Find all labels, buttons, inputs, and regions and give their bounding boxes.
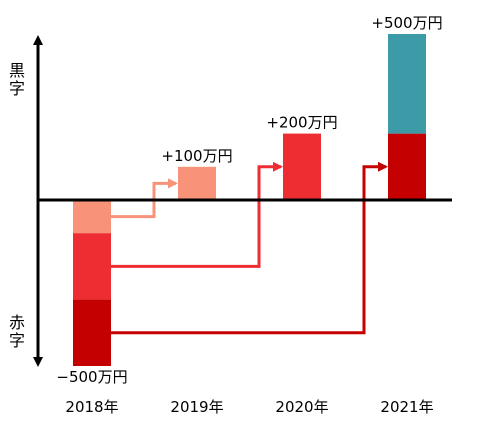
value-label-2020: +200万円 xyxy=(266,114,337,132)
bar-2021-segment-2 xyxy=(388,34,426,134)
bar-2018-segment-3 xyxy=(73,299,111,366)
bar-2021-segment-1 xyxy=(388,133,426,200)
bars xyxy=(73,34,426,366)
x-tick-label-2021: 2021年 xyxy=(380,398,433,416)
labels: −500万円 +100万円 +200万円 +500万円 2018年 2019年 2020年 2… xyxy=(56,14,442,416)
flow-arrow-2020 xyxy=(111,161,283,268)
x-tick-label-2018: 2018年 xyxy=(65,398,118,416)
flow-arrows xyxy=(111,161,388,335)
y-axis-label-top: 黒字 xyxy=(9,61,25,98)
x-tick-label-2020: 2020年 xyxy=(275,398,328,416)
flow-arrow-2021 xyxy=(111,161,388,335)
value-label-2018: −500万円 xyxy=(56,368,127,386)
bar-2018-segment-2 xyxy=(73,233,111,300)
axes xyxy=(33,35,452,367)
value-label-2019: +100万円 xyxy=(161,147,232,165)
bar-2020-segment-1 xyxy=(283,133,321,200)
value-label-2021: +500万円 xyxy=(371,14,442,32)
x-tick-label-2019: 2019年 xyxy=(170,398,223,416)
bar-2019-segment-1 xyxy=(178,166,216,200)
y-axis-label-bottom: 赤字 xyxy=(9,313,25,350)
bar-2018-segment-1 xyxy=(73,200,111,234)
